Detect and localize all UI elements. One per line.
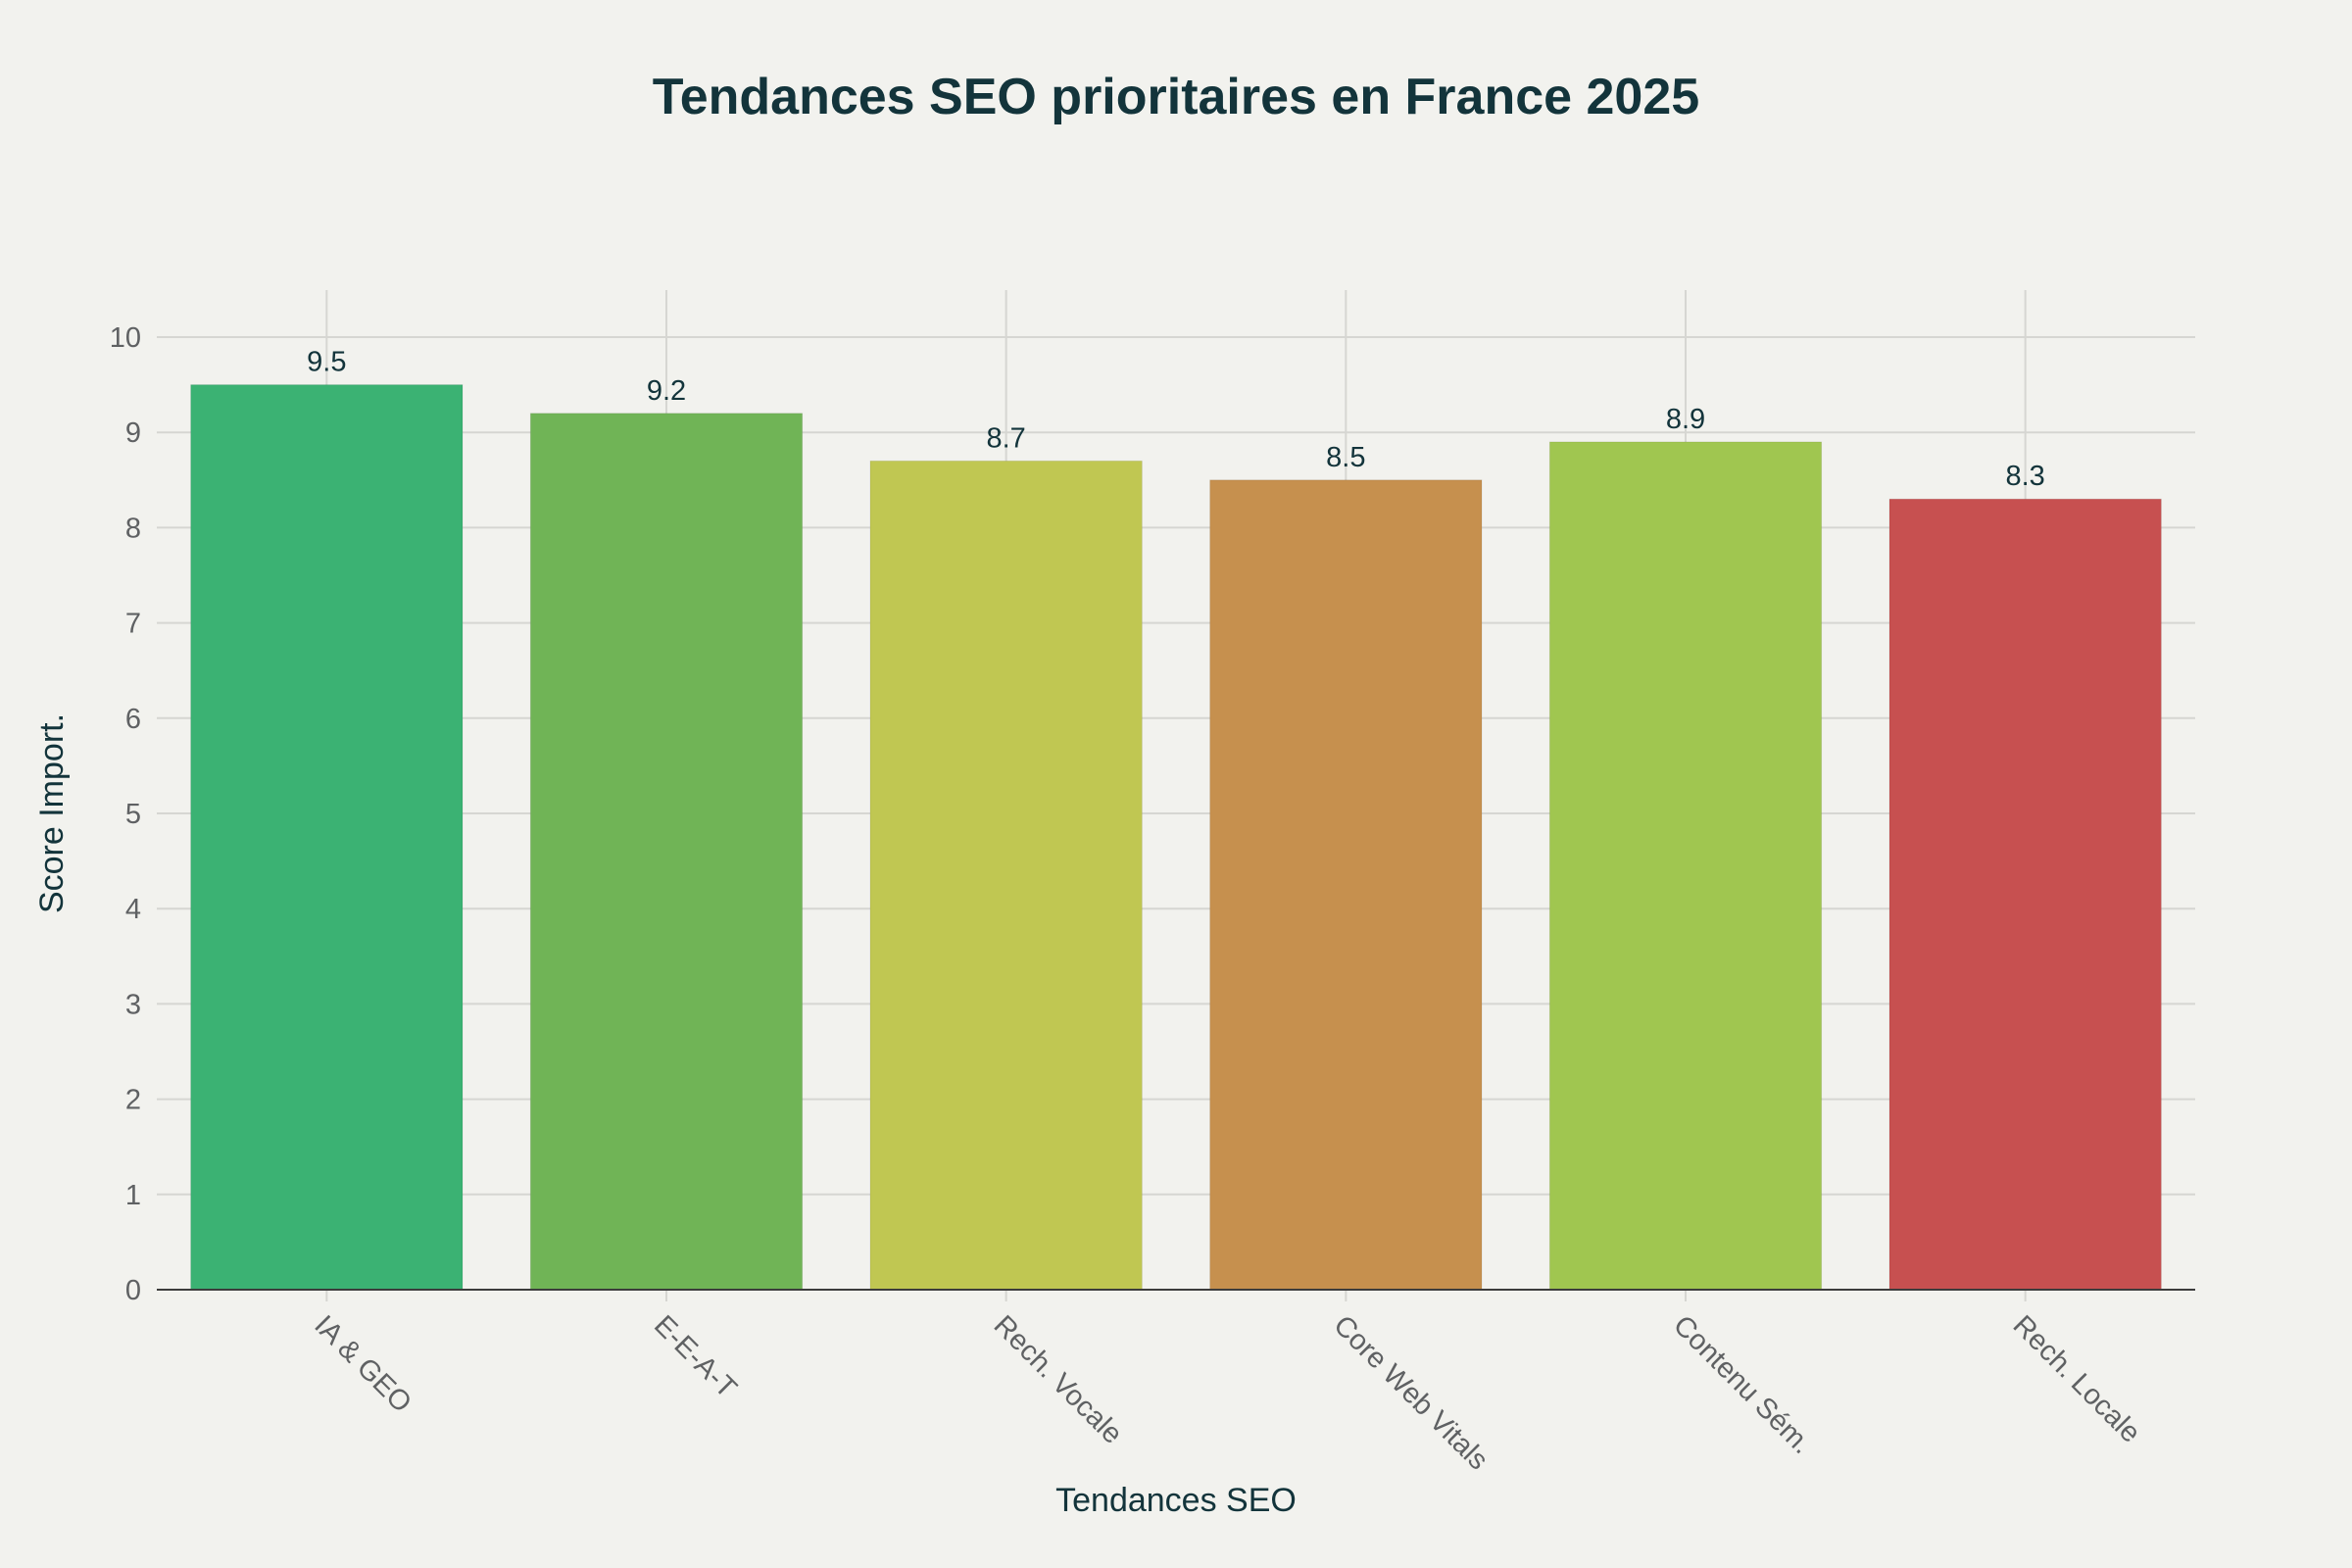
bar xyxy=(190,384,464,1291)
data-label: 8.3 xyxy=(2006,461,2045,492)
bar xyxy=(1888,498,2162,1291)
data-label: 8.9 xyxy=(1666,404,1705,435)
bar xyxy=(529,413,804,1291)
data-label: 8.5 xyxy=(1326,442,1365,473)
y-tick-label: 8 xyxy=(125,513,141,544)
y-tick-label: 9 xyxy=(125,417,141,449)
x-tick-label: IA & GEO xyxy=(308,1309,417,1419)
bars: 9.5 9.2 8.7 8.5 8.9 8.3 xyxy=(190,347,2162,1291)
x-axis-title: Tendances SEO xyxy=(1055,1482,1297,1519)
y-tick-label: 0 xyxy=(125,1275,141,1306)
x-tick-label: Contenu Sém. xyxy=(1667,1309,1818,1460)
y-axis-ticks: 0 1 2 3 4 5 6 7 8 9 10 xyxy=(110,322,141,1306)
y-tick-label: 7 xyxy=(125,609,141,640)
data-label: 9.5 xyxy=(307,347,346,378)
y-tick-label: 3 xyxy=(125,989,141,1020)
x-tick-label: Rech. Locale xyxy=(2007,1309,2146,1448)
y-tick-label: 10 xyxy=(110,322,141,354)
x-tick-label: Core Web Vitals xyxy=(1327,1309,1494,1476)
data-label: 8.7 xyxy=(987,422,1026,454)
y-tick-label: 6 xyxy=(125,704,141,735)
bar xyxy=(1548,441,1823,1291)
bar xyxy=(869,460,1143,1291)
y-axis-title: Score Import. xyxy=(33,713,71,913)
bar xyxy=(1209,479,1483,1291)
y-tick-label: 5 xyxy=(125,799,141,830)
y-tick-label: 4 xyxy=(125,894,141,925)
chart-title: Tendances SEO prioritaires en France 202… xyxy=(653,69,1699,125)
x-axis-ticks: IA & GEO E-E-A-T Rech. Vocale Core Web Vita… xyxy=(308,1290,2146,1476)
y-tick-label: 1 xyxy=(125,1180,141,1211)
x-tick-label: E-E-A-T xyxy=(648,1309,743,1404)
y-tick-label: 2 xyxy=(125,1085,141,1116)
x-tick-label: Rech. Vocale xyxy=(988,1309,1128,1449)
data-label: 9.2 xyxy=(647,375,686,407)
